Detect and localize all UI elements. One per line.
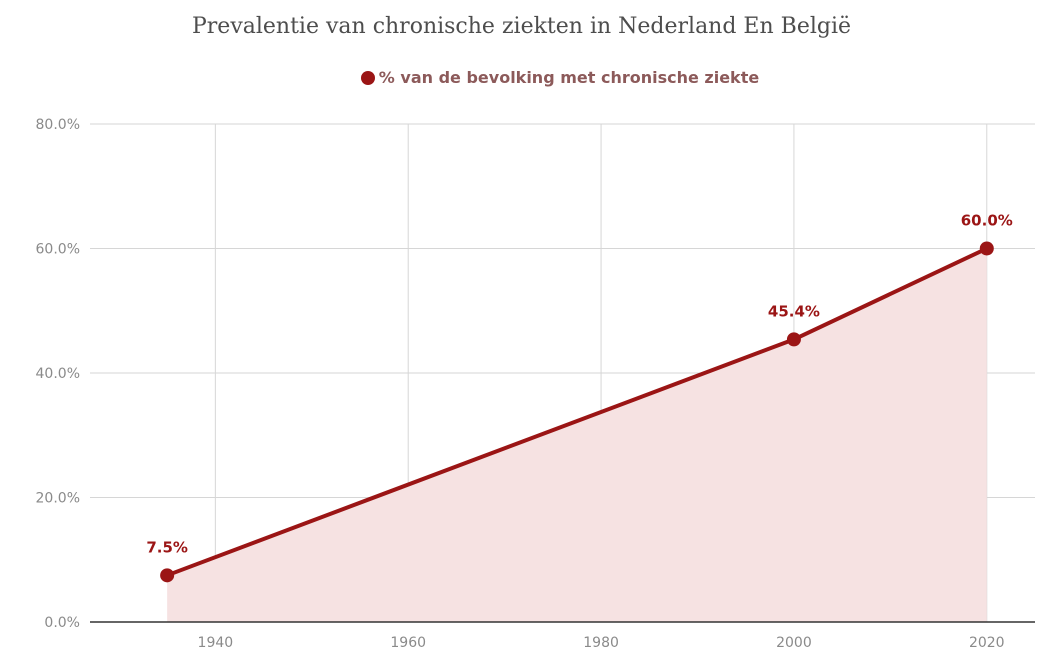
x-tick-label: 2020 bbox=[969, 635, 1005, 651]
legend-marker-icon bbox=[360, 70, 375, 85]
x-tick-label: 1940 bbox=[198, 635, 234, 651]
data-labels: 7.5% 45.4% 60.0% bbox=[146, 212, 1012, 557]
x-tick-label: 1980 bbox=[583, 635, 619, 651]
chart-title: Prevalentie van chronische ziekten in Ne… bbox=[191, 14, 852, 39]
x-tick-label: 2000 bbox=[776, 635, 812, 651]
axes: 0.0% 20.0% 40.0% 60.0% 80.0% 1940 1960 1980 2000… bbox=[36, 117, 1035, 651]
data-point bbox=[786, 332, 801, 347]
data-point bbox=[160, 568, 175, 583]
legend-label: % van de bevolking met chronische ziekte bbox=[378, 68, 760, 87]
data-label: 45.4% bbox=[768, 302, 820, 320]
y-tick-label: 60.0% bbox=[36, 242, 80, 258]
series-area bbox=[167, 248, 987, 622]
legend: % van de bevolking met chronische ziekte bbox=[0, 68, 1063, 87]
area-fill-layer bbox=[167, 248, 987, 622]
y-tick-label: 40.0% bbox=[36, 366, 80, 382]
data-label: 60.0% bbox=[961, 212, 1013, 230]
data-points bbox=[160, 241, 994, 583]
data-point bbox=[979, 241, 994, 256]
y-tick-label: 20.0% bbox=[36, 491, 80, 507]
y-tick-label: 80.0% bbox=[36, 117, 80, 133]
y-tick-label: 0.0% bbox=[44, 615, 80, 631]
x-tick-label: 1960 bbox=[390, 635, 426, 651]
data-label: 7.5% bbox=[146, 538, 188, 556]
